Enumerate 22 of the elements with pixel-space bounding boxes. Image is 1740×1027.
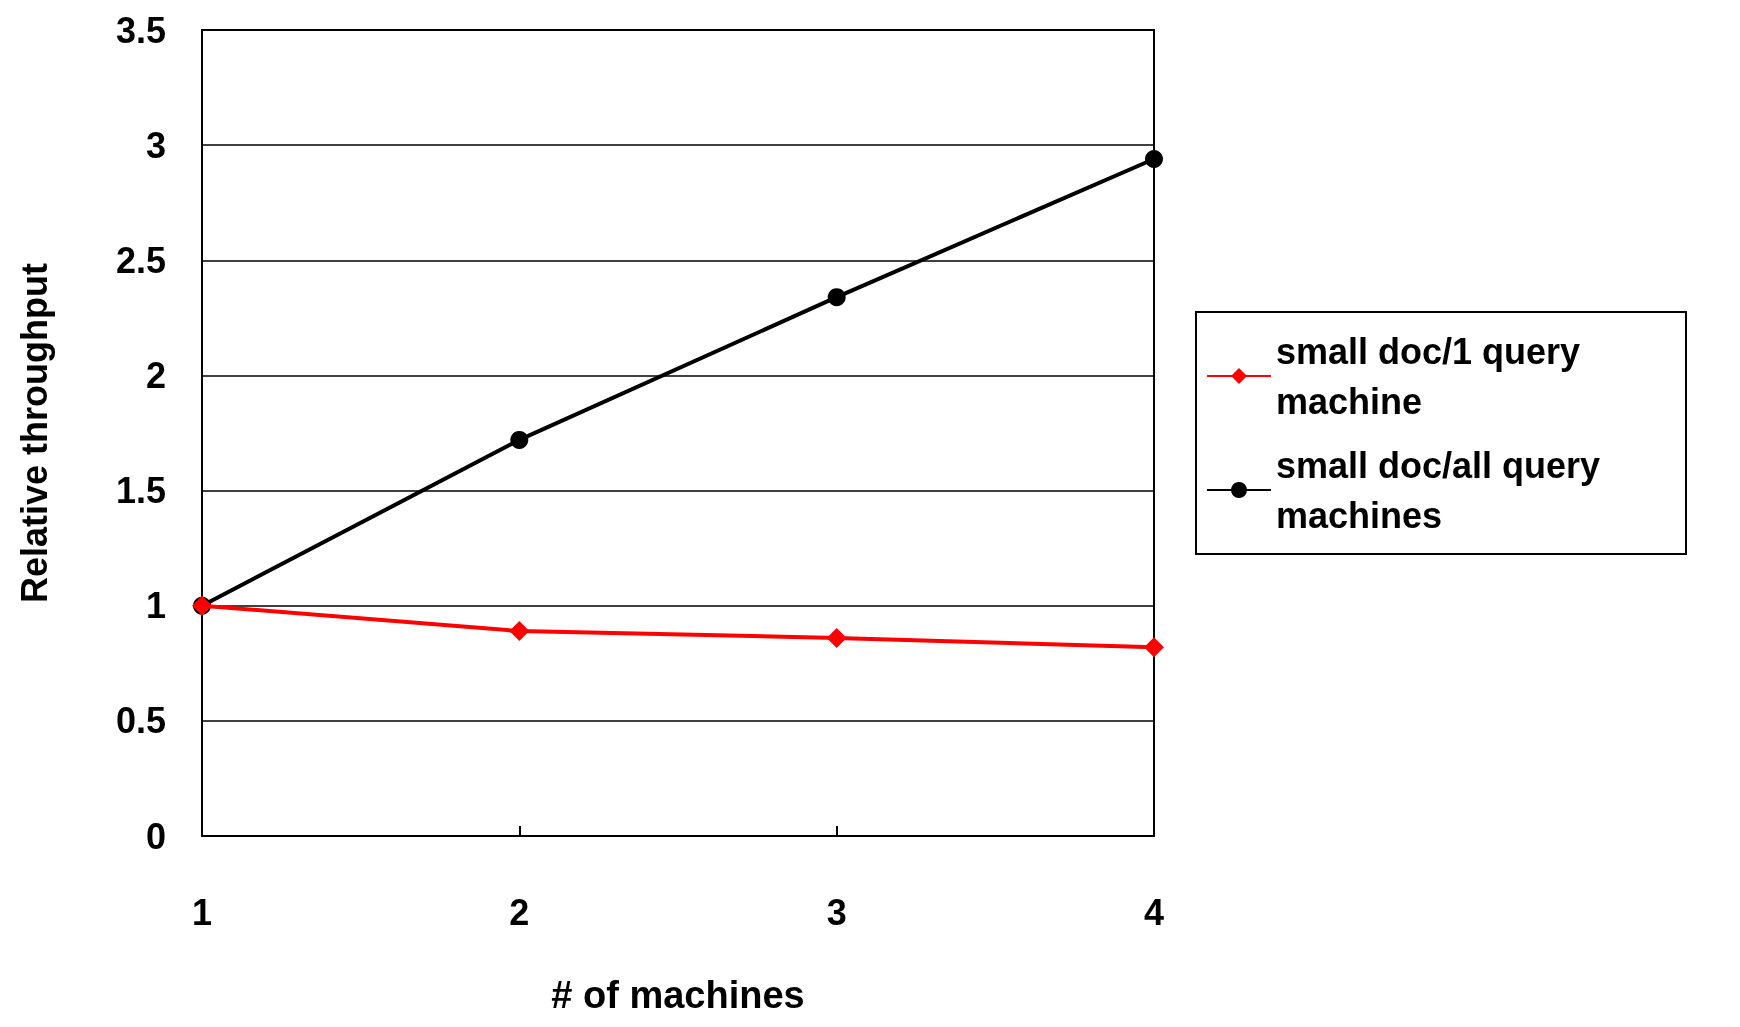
point [510,430,529,449]
x-tick-label: 3 [826,891,847,933]
x-axis-title: # of machines [551,974,805,1016]
y-axis-title: Relative throughput [13,262,55,603]
x-tick-label: 2 [509,891,530,933]
x-tick-label: 4 [1143,891,1165,933]
legend-label: small doc/1 query machine [1276,330,1591,422]
y-tick-label: 2 [145,354,166,396]
point [1145,149,1163,168]
y-tick-label: 3 [145,124,166,166]
y-tick-label: 0 [145,815,166,857]
point [826,627,847,648]
point [1144,637,1164,658]
y-tick-label: 3.5 [115,9,166,51]
x-tick-label: 1 [191,891,213,933]
y-tick-label: 0.5 [115,700,166,742]
legend-label: small doc/all query machines [1276,444,1611,536]
point [827,288,846,307]
y-tick-label: 2.5 [115,239,166,281]
y-tick-label: 1.5 [115,470,166,512]
point [509,621,530,642]
y-tick-label: 1 [145,585,166,627]
